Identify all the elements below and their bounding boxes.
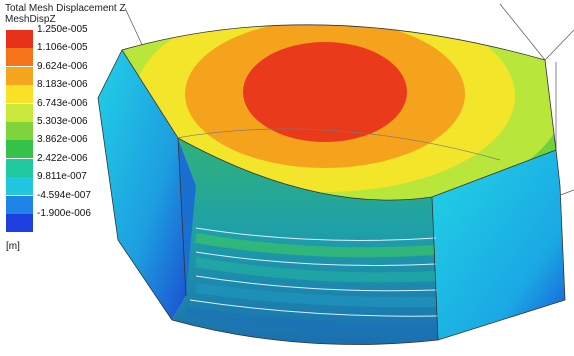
legend-title: Total Mesh Displacement Z <box>5 3 126 14</box>
legend-value: 2.422e-006 <box>37 152 88 164</box>
legend-swatch <box>6 30 33 48</box>
legend-swatch <box>6 214 33 232</box>
legend-swatch <box>6 85 33 104</box>
legend-value: 1.250e-005 <box>37 24 88 35</box>
legend-swatch <box>6 66 33 85</box>
legend-value: 3.862e-006 <box>37 134 88 146</box>
front-wall-bands <box>185 233 439 332</box>
legend-value: 8.183e-006 <box>37 79 88 91</box>
legend-swatch <box>6 122 33 140</box>
top-surface-outline <box>121 24 557 201</box>
legend-value: 6.743e-006 <box>37 97 88 109</box>
legend-value: 9.811e-007 <box>37 171 87 183</box>
right-side-wall <box>432 150 565 340</box>
legend-value: -1.900e-006 <box>37 208 91 219</box>
legend-value: -4.594e-007 <box>37 189 91 201</box>
legend-value: 1.106e-005 <box>37 42 88 54</box>
top-mesh-line <box>175 128 501 161</box>
legend-swatch <box>6 103 33 122</box>
legend-subtitle: MeshDispZ <box>5 14 56 25</box>
legend-swatch <box>6 48 33 67</box>
legend-swatch <box>6 177 33 196</box>
legend-swatch <box>6 140 33 159</box>
legend-swatch <box>6 158 33 177</box>
legend-value: 9.624e-006 <box>37 60 88 72</box>
front-step-lines <box>189 227 439 317</box>
edge-outlines <box>97 49 566 345</box>
legend-swatch <box>6 195 33 214</box>
left-side-wall <box>98 50 186 320</box>
legend-value: 5.303e-006 <box>37 116 88 127</box>
legend-unit: [m] <box>6 241 20 252</box>
